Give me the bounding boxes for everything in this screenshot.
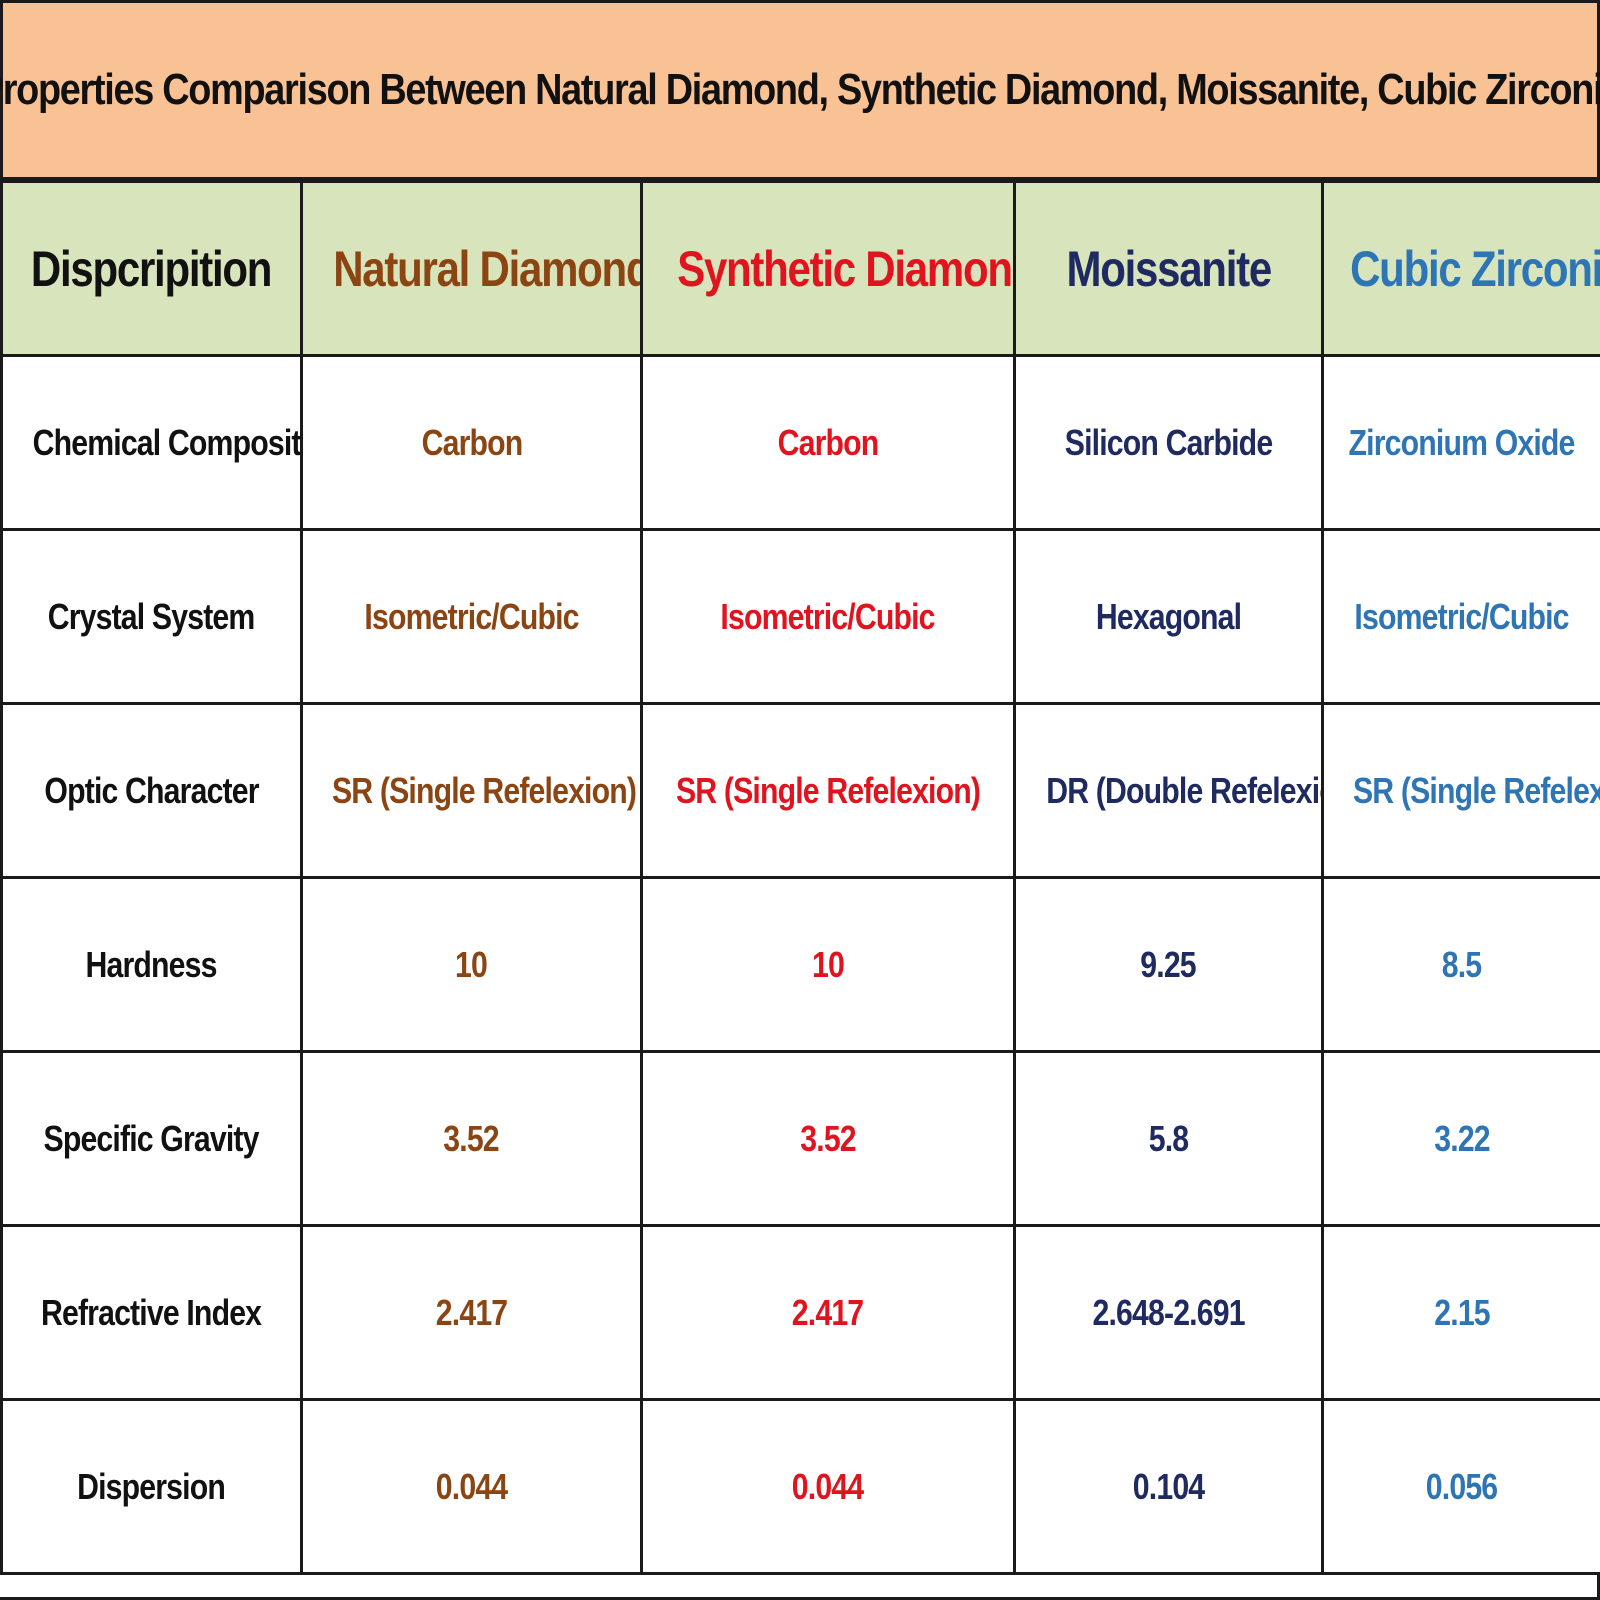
property-cell: Refractive Index [0,1224,303,1401]
cubic-zirconia-cell: 8.5 [1321,876,1600,1053]
natural-diamond-cell: Carbon [300,354,643,531]
table-row: Crystal System Isometric/Cubic Isometric… [0,528,1600,705]
natural-diamond-cell: 2.417 [300,1224,643,1401]
natural-diamond-cell: 0.044 [300,1398,643,1575]
property-cell: Specific Gravity [0,1050,303,1227]
cubic-zirconia-cell: 3.22 [1321,1050,1600,1227]
natural-diamond-cell: Isometric/Cubic [300,528,643,705]
table-row: Chemical Composition Carbon Carbon Silic… [0,354,1600,531]
synthetic-diamond-cell: 0.044 [640,1398,1016,1575]
moissanite-cell: 2.648-2.691 [1013,1224,1324,1401]
header-row: Dispcripition Natural Diamond Synthetic … [0,180,1600,357]
moissanite-cell: DR (Double Refelexion) [1013,702,1324,879]
moissanite-cell: 0.104 [1013,1398,1324,1575]
page-title: Properties Comparison Between Natural Di… [0,65,1600,114]
synthetic-diamond-cell: 10 [640,876,1016,1053]
table-row: Hardness 10 10 9.25 8.5 [0,876,1600,1053]
synthetic-diamond-cell: 2.417 [640,1224,1016,1401]
property-cell: Chemical Composition [0,354,303,531]
moissanite-cell: Hexagonal [1013,528,1324,705]
header-synthetic-diamond: Synthetic Diamond [640,180,1016,357]
property-cell: Crystal System [0,528,303,705]
table-body: Chemical Composition Carbon Carbon Silic… [0,354,1600,1575]
property-cell: Optic Character [0,702,303,879]
header-natural-diamond: Natural Diamond [300,180,643,357]
synthetic-diamond-cell: Isometric/Cubic [640,528,1016,705]
table-row: Dispersion 0.044 0.044 0.104 0.056 [0,1398,1600,1575]
property-cell: Dispersion [0,1398,303,1575]
table-row: Refractive Index 2.417 2.417 2.648-2.691… [0,1224,1600,1401]
table-header: Dispcripition Natural Diamond Synthetic … [0,180,1600,357]
title-bar: Properties Comparison Between Natural Di… [0,0,1600,180]
header-description: Dispcripition [0,180,303,357]
header-moissanite: Moissanite [1013,180,1324,357]
header-cubic-zirconia: Cubic Zirconia [1321,180,1600,357]
comparison-table: Dispcripition Natural Diamond Synthetic … [0,180,1600,1575]
table-row: Specific Gravity 3.52 3.52 5.8 3.22 [0,1050,1600,1227]
cubic-zirconia-cell: Zirconium Oxide [1321,354,1600,531]
cubic-zirconia-cell: SR (Single Refelexion) [1321,702,1600,879]
natural-diamond-cell: SR (Single Refelexion) [300,702,643,879]
synthetic-diamond-cell: Carbon [640,354,1016,531]
cubic-zirconia-cell: 0.056 [1321,1398,1600,1575]
cubic-zirconia-cell: Isometric/Cubic [1321,528,1600,705]
cubic-zirconia-cell: 2.15 [1321,1224,1600,1401]
natural-diamond-cell: 10 [300,876,643,1053]
property-cell: Hardness [0,876,303,1053]
moissanite-cell: Silicon Carbide [1013,354,1324,531]
natural-diamond-cell: 3.52 [300,1050,643,1227]
moissanite-cell: 9.25 [1013,876,1324,1053]
synthetic-diamond-cell: 3.52 [640,1050,1016,1227]
synthetic-diamond-cell: SR (Single Refelexion) [640,702,1016,879]
moissanite-cell: 5.8 [1013,1050,1324,1227]
table-row: Optic Character SR (Single Refelexion) S… [0,702,1600,879]
